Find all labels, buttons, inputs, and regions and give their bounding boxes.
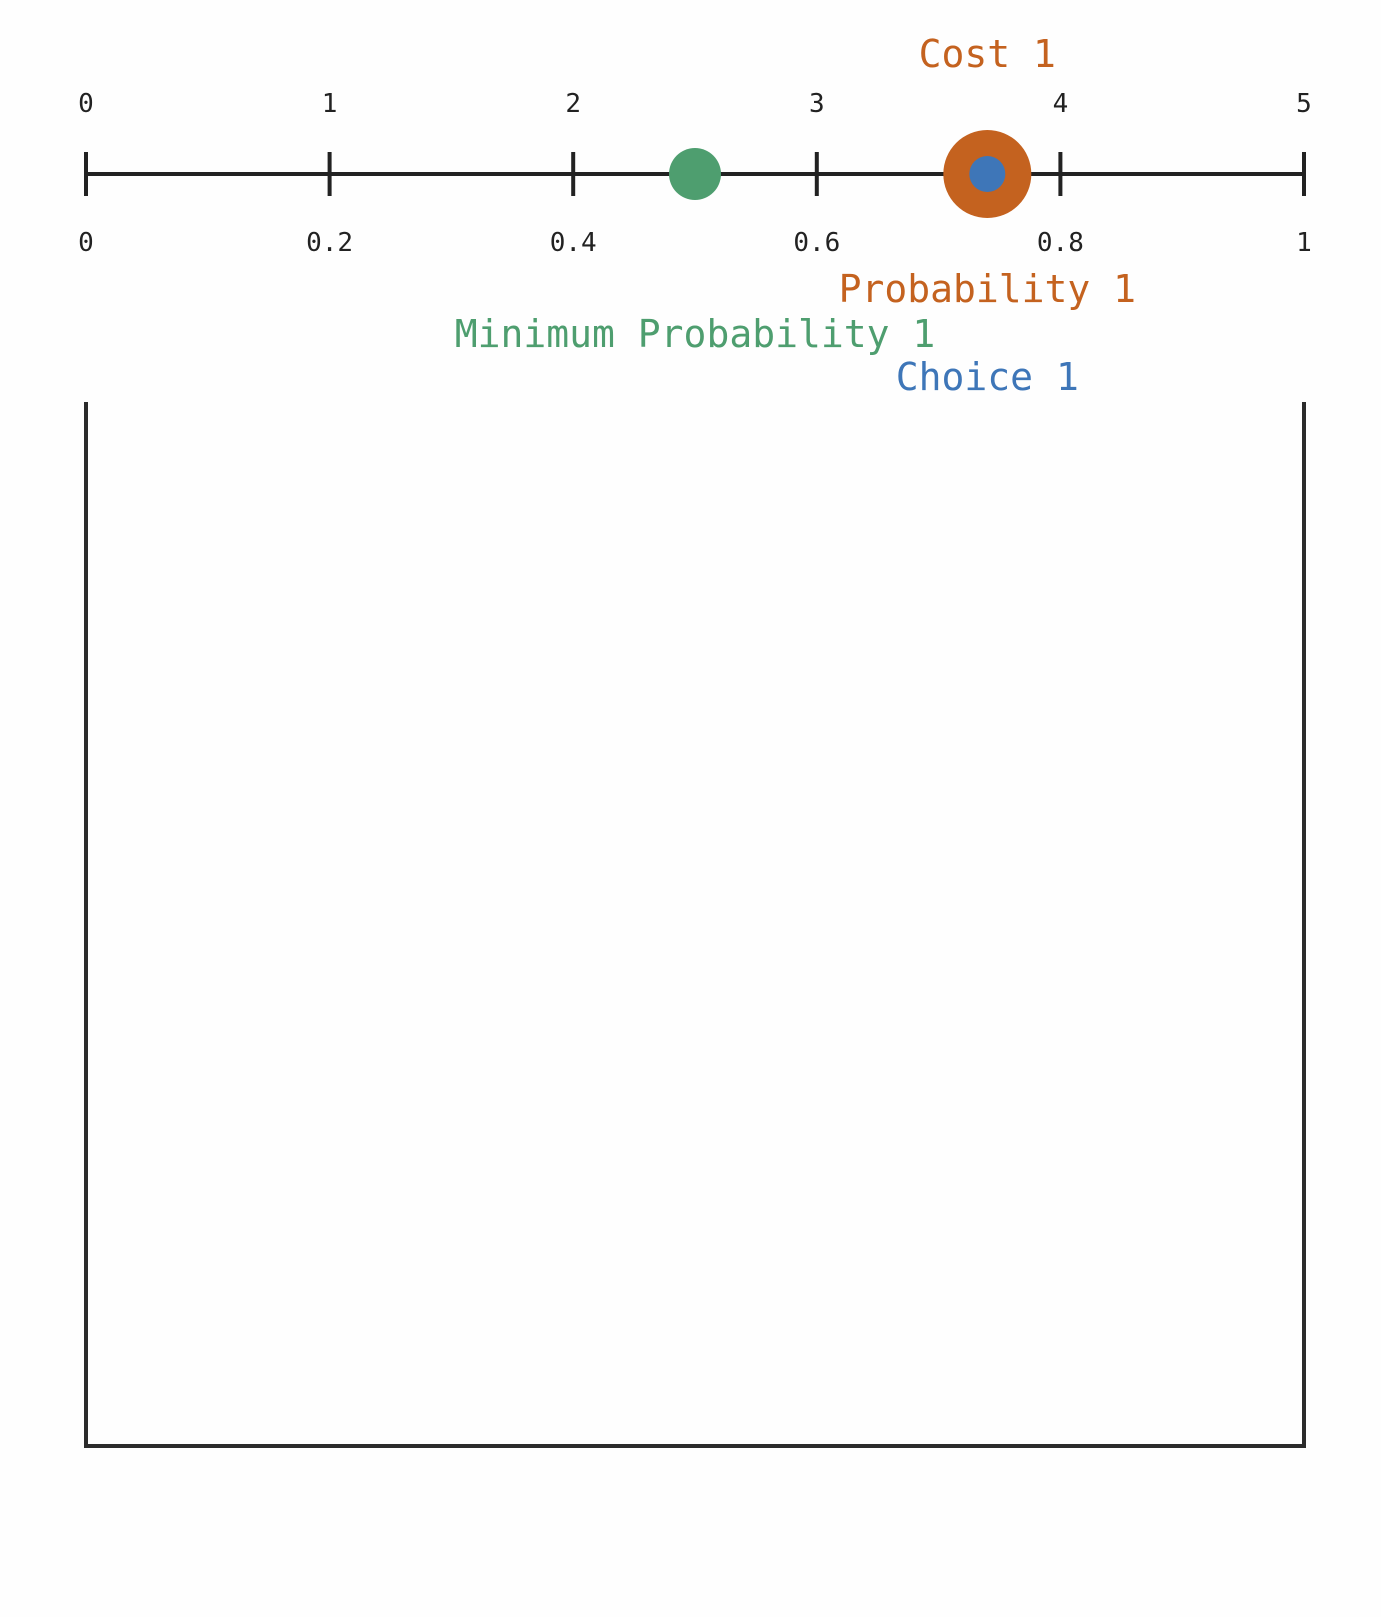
- bottom-tick-labels: 0 0.2 0.4 0.6 0.8 1: [78, 228, 1312, 258]
- top-tick-label: 2: [565, 89, 581, 119]
- tick-marks: [84, 152, 1306, 196]
- probability-label: Probability 1: [839, 267, 1136, 311]
- top-tick-label: 1: [322, 89, 338, 119]
- bottom-tick-label: 1: [1296, 228, 1312, 258]
- bottom-tick-label: 0.8: [1037, 228, 1084, 258]
- top-tick-label: 4: [1053, 89, 1069, 119]
- bottom-tick-label: 0.6: [793, 228, 840, 258]
- result-box-frame: [84, 402, 1306, 1448]
- minimum-probability-label: Minimum Probability 1: [455, 312, 935, 356]
- top-tick-label: 5: [1296, 89, 1312, 119]
- bottom-tick-label: 0.4: [550, 228, 597, 258]
- choice-marker[interactable]: [969, 156, 1006, 192]
- cost-label: Cost 1: [919, 32, 1056, 76]
- choice-label: Choice 1: [896, 355, 1079, 399]
- top-tick-label: 0: [78, 89, 94, 119]
- bottom-tick-label: 0: [78, 228, 94, 258]
- top-tick-label: 3: [809, 89, 825, 119]
- top-tick-labels: 0 1 2 3 4 5: [78, 89, 1312, 119]
- bottom-tick-label: 0.2: [306, 228, 353, 258]
- minimum-probability-marker[interactable]: [669, 148, 721, 200]
